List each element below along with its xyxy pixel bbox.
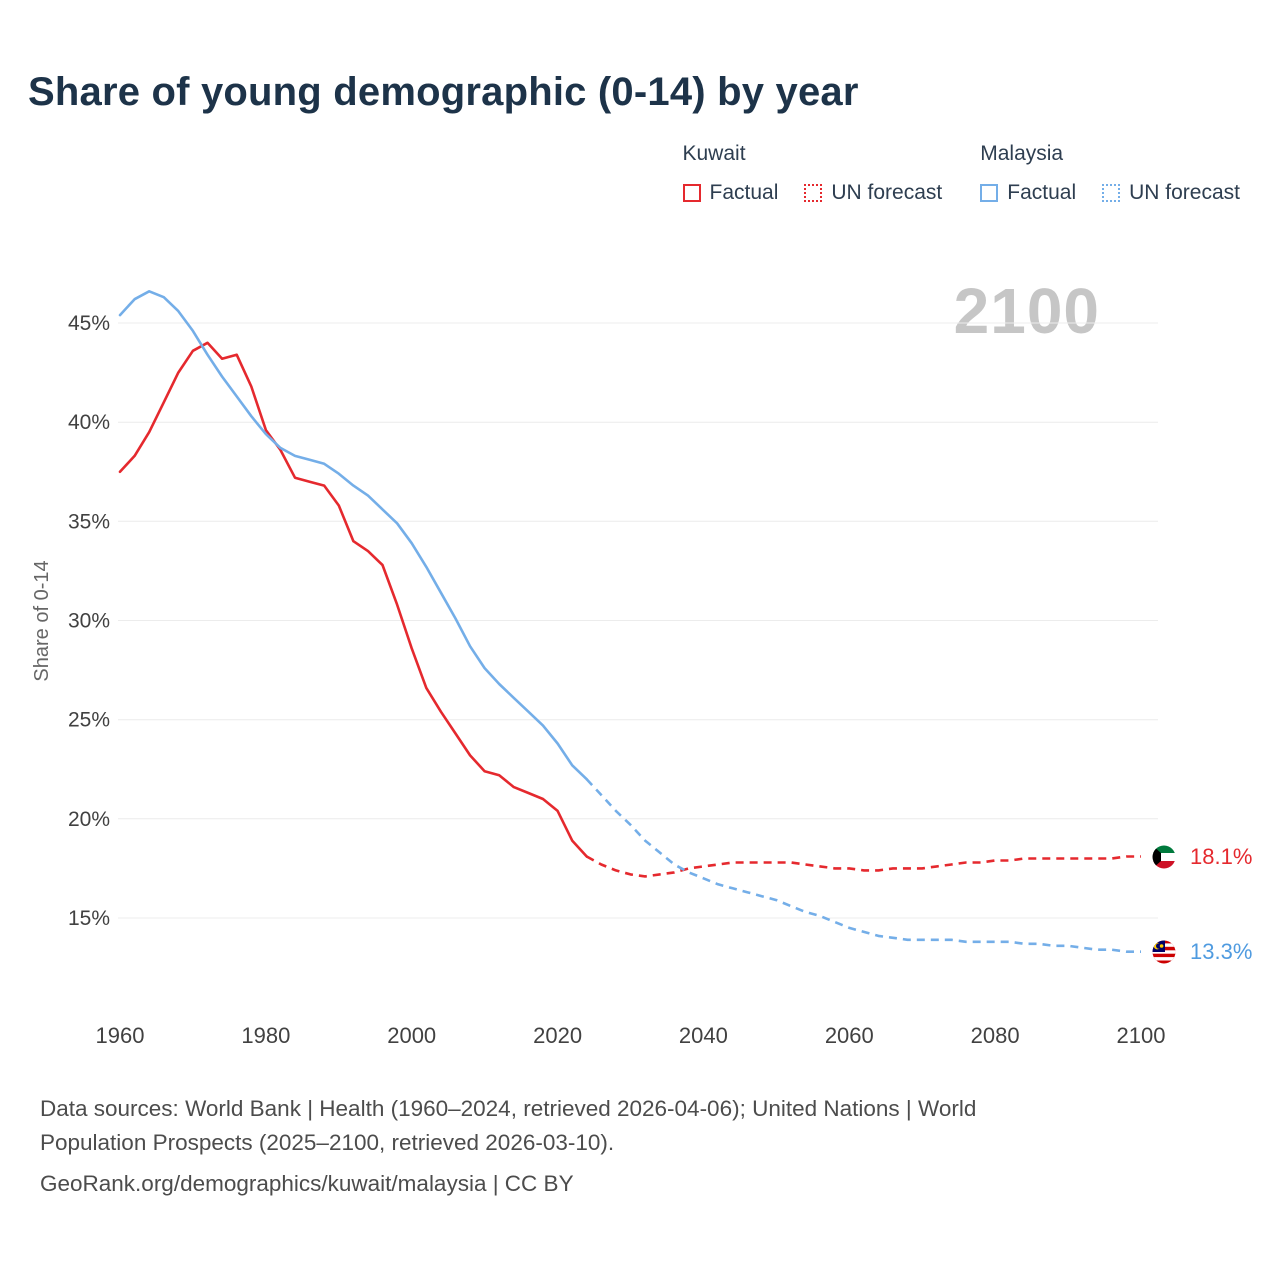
y-tick-label: 15% [68, 907, 110, 930]
kuwait-factual-swatch-icon [682, 184, 701, 202]
y-tick-label: 35% [68, 510, 110, 533]
page-title: Share of young demographic (0-14) by yea… [28, 70, 859, 114]
malaysia-factual-swatch-icon [980, 184, 999, 202]
kuwait-flag-icon [1152, 845, 1176, 869]
watermark-year: 2100 [953, 275, 1100, 347]
x-tick-label: 2100 [1117, 1023, 1166, 1048]
kuwait-forecast-line [586, 855, 1141, 878]
x-tick-label: 2060 [825, 1023, 874, 1048]
kuwait-end-value-label: 18.1% [1190, 844, 1253, 869]
kuwait-forecast-swatch-icon [804, 184, 823, 202]
footer: Data sources: World Bank | Health (1960–… [40, 1092, 976, 1200]
legend-country-label-kuwait: Kuwait [682, 142, 746, 165]
y-tick-label: 40% [68, 411, 110, 434]
y-tick-label: 45% [68, 312, 110, 335]
data-sources-line-1: Data sources: World Bank | Health (1960–… [40, 1096, 977, 1121]
x-tick-label: 2040 [679, 1023, 728, 1048]
malaysia-end-value-label: 13.3% [1190, 939, 1253, 964]
chart-plot-area: 15% 20% 25% 30% 35% 40% 45% 1960 1980 2000 2020 204… [31, 289, 1166, 1048]
x-tick-label: 2020 [533, 1023, 582, 1048]
legend: Kuwait Factual UN forecast Malaysia Fact… [682, 142, 1240, 205]
malaysia-forecast-line [585, 778, 1141, 954]
kuwait-factual-label: Factual [709, 181, 779, 204]
y-axis-title: Share of 0-14 [31, 560, 53, 681]
malaysia-flag-icon [1152, 940, 1176, 964]
legend-row-kuwait: Factual UN forecast [682, 181, 943, 205]
y-tick-label: 25% [68, 709, 110, 732]
x-tick-label: 1980 [241, 1023, 290, 1048]
legend-group-kuwait: Kuwait Factual UN forecast [682, 142, 943, 205]
malaysia-forecast-label: UN forecast [1129, 181, 1240, 204]
attribution-line: GeoRank.org/demographics/kuwait/malaysia… [40, 1170, 574, 1196]
malaysia-factual-label: Factual [1007, 181, 1077, 204]
y-tick-label: 20% [68, 808, 110, 831]
x-tick-label: 2080 [971, 1023, 1020, 1048]
legend-group-malaysia: Malaysia Factual UN forecast [980, 142, 1240, 205]
x-tick-label: 1960 [96, 1023, 145, 1048]
malaysia-forecast-swatch-icon [1102, 184, 1121, 202]
malaysia-factual-line [118, 289, 589, 781]
data-sources-line-2: Population Prospects (2025–2100, retriev… [40, 1129, 615, 1155]
kuwait-factual-line [118, 341, 589, 858]
legend-row-malaysia: Factual UN forecast [980, 181, 1240, 205]
y-tick-label: 30% [68, 610, 110, 633]
x-tick-label: 2000 [387, 1023, 436, 1048]
kuwait-forecast-label: UN forecast [831, 181, 943, 204]
legend-country-label-malaysia: Malaysia [980, 142, 1064, 165]
